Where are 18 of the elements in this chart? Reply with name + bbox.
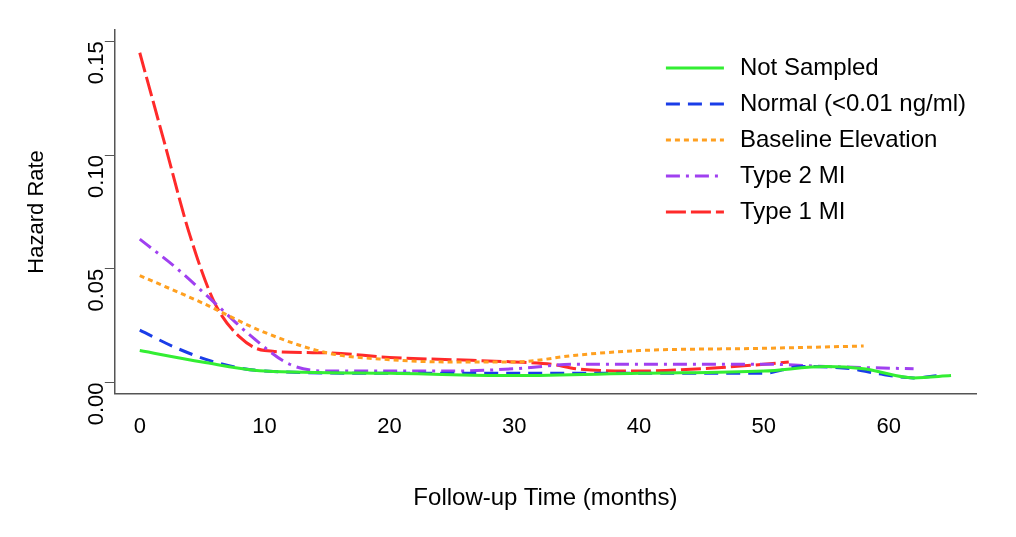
legend-label: Type 1 MI bbox=[739, 196, 846, 224]
x-tick-label: 40 bbox=[626, 413, 652, 439]
x-axis-title: Follow-up Time (months) bbox=[413, 483, 678, 511]
y-axis-title: Hazard Rate bbox=[23, 150, 49, 274]
y-tick-label: 0.15 bbox=[82, 41, 108, 85]
x-tick-label: 20 bbox=[377, 413, 402, 439]
x-tick-label: 10 bbox=[252, 413, 277, 439]
x-tick-label: 50 bbox=[751, 413, 777, 439]
legend-label: Type 2 MI bbox=[739, 160, 846, 188]
legend-label: Baseline Elevation bbox=[739, 124, 938, 152]
legend-label: Not Sampled bbox=[739, 52, 879, 80]
y-tick-label: 0.10 bbox=[82, 155, 108, 198]
x-tick-label: 0 bbox=[133, 413, 146, 439]
y-tick-label: 0.00 bbox=[82, 382, 108, 426]
x-tick-label: 60 bbox=[876, 413, 901, 439]
x-tick-label: 30 bbox=[501, 413, 527, 439]
y-tick-label: 0.05 bbox=[82, 268, 108, 312]
legend-label: Normal (<0.01 ng/ml) bbox=[739, 88, 966, 116]
